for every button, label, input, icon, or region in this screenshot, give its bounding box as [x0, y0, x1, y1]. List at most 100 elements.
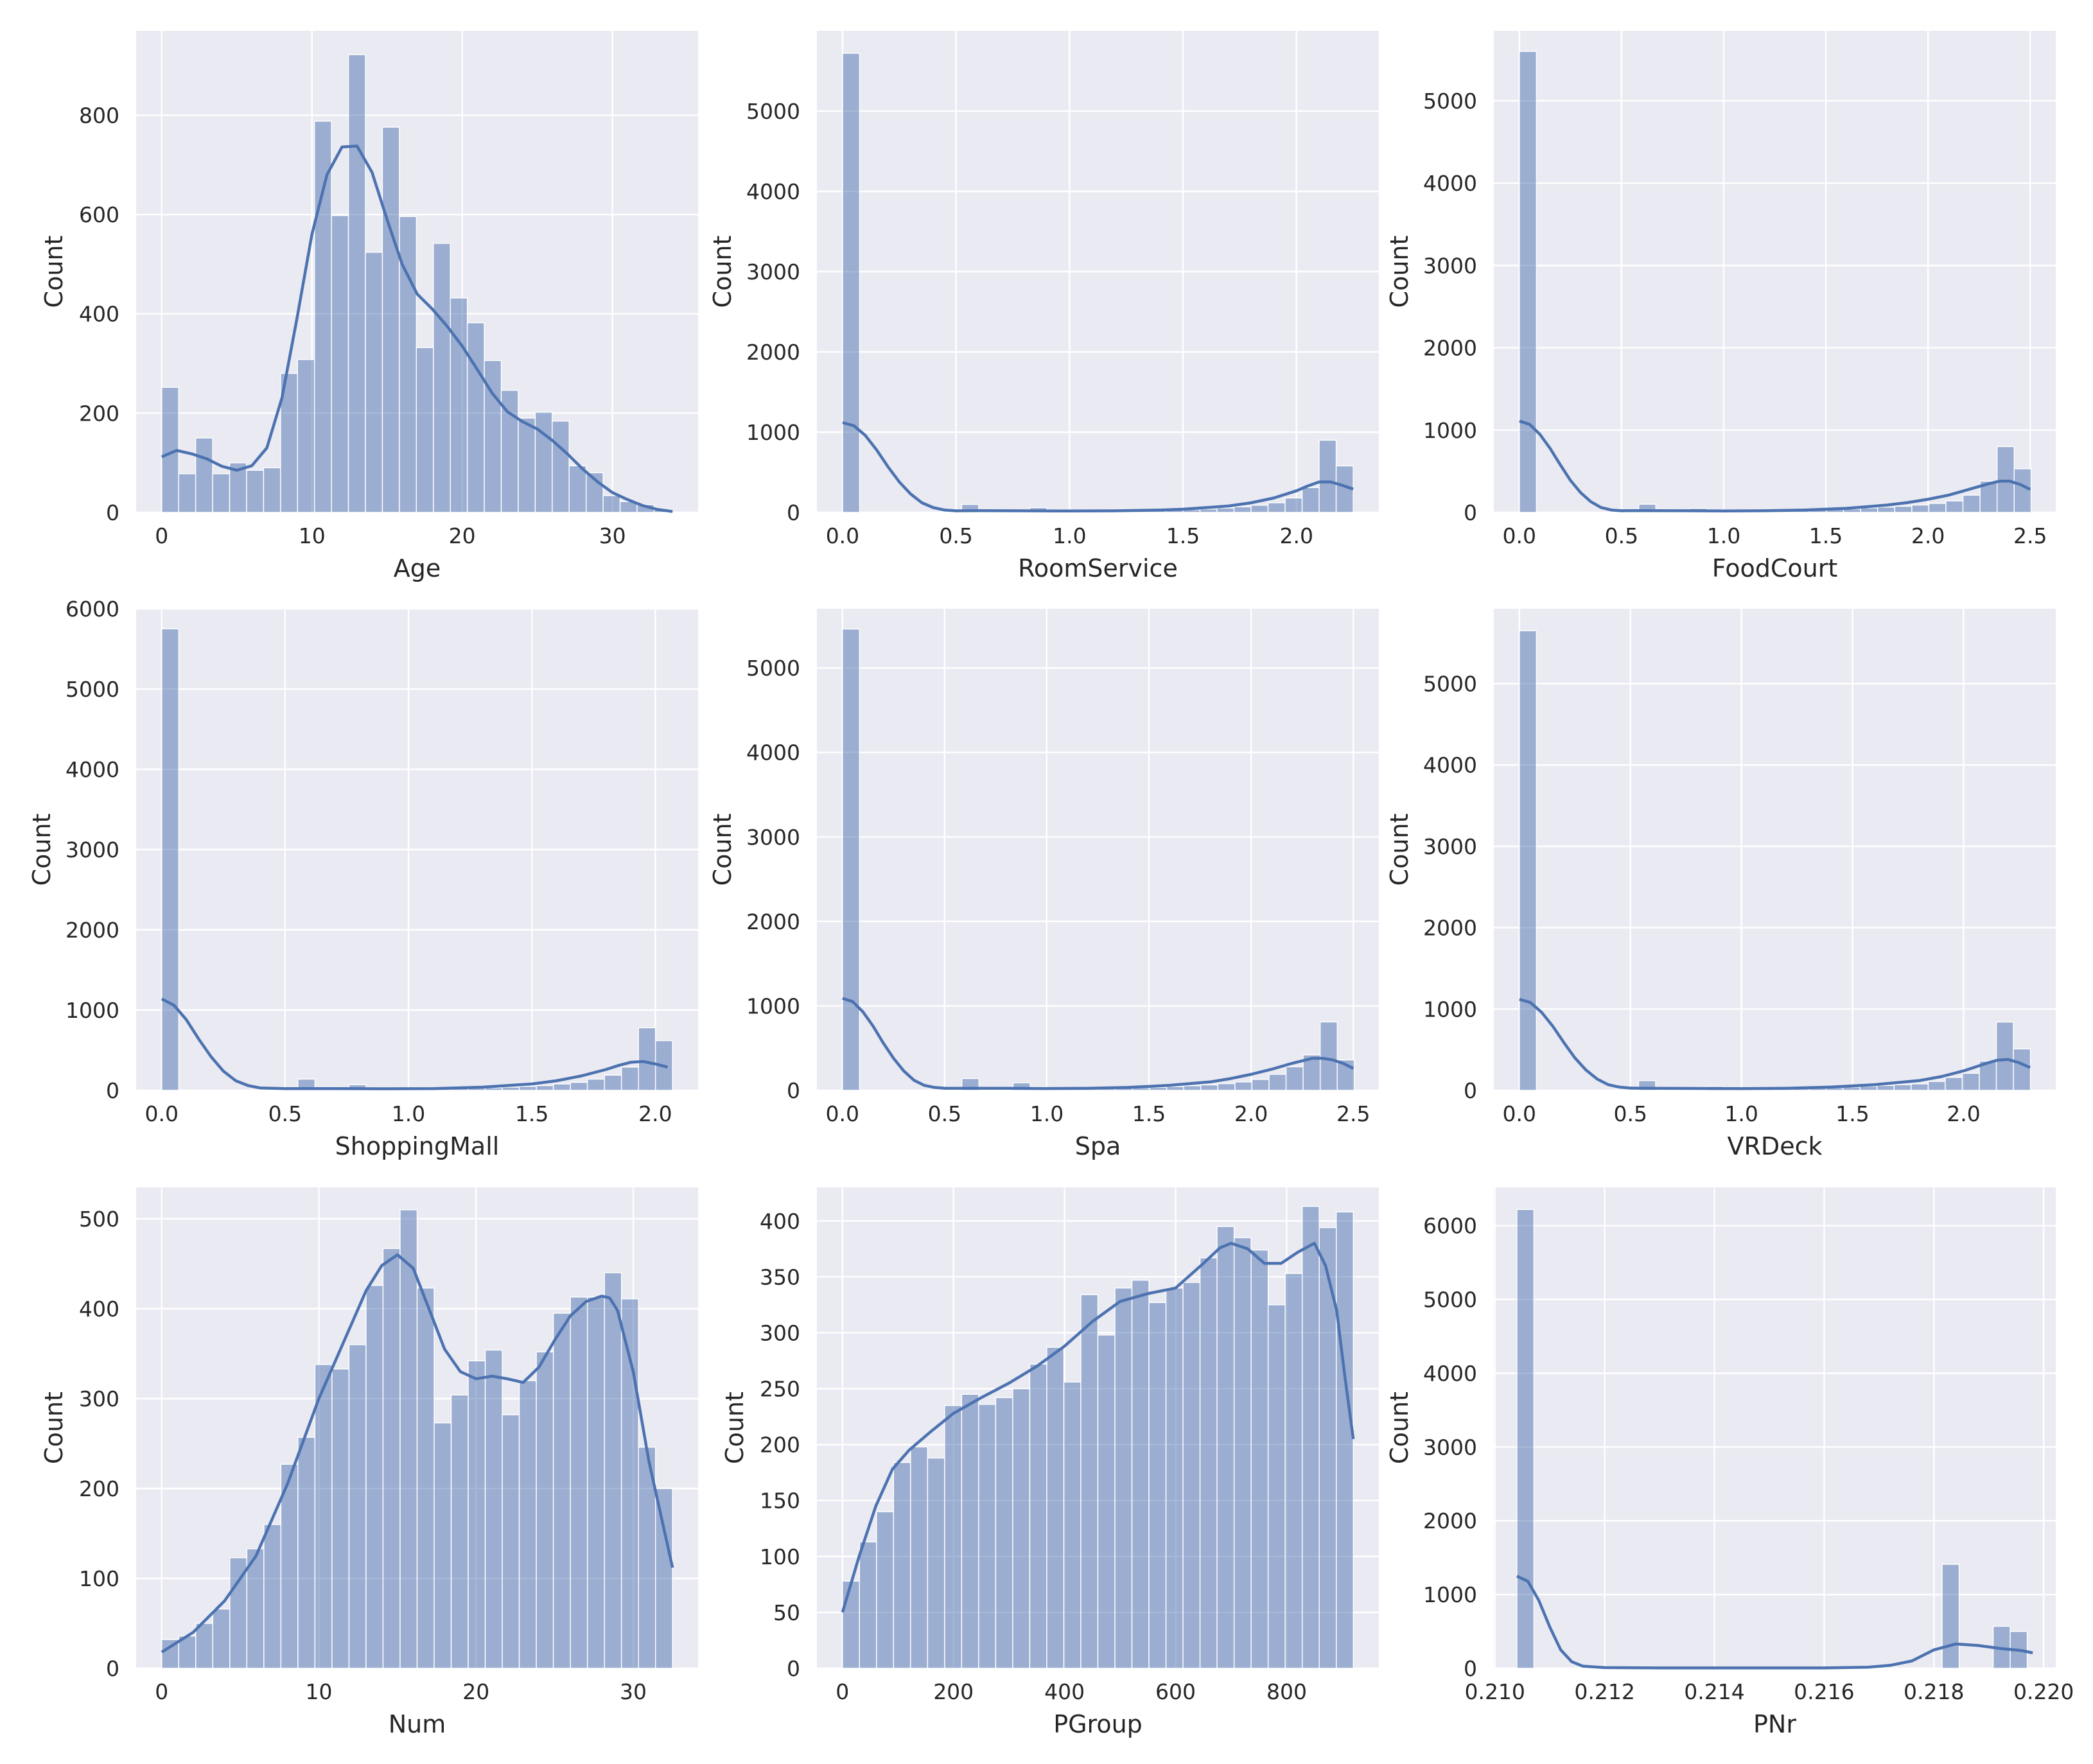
histogram-bar [331, 214, 349, 513]
histogram-bar [1911, 1083, 1929, 1091]
histogram-bar [518, 1086, 537, 1091]
histogram-bar [1233, 1237, 1252, 1669]
histogram-bar [1250, 505, 1269, 513]
y-tick-label-2000: 2000 [746, 340, 800, 365]
histogram-bar [1859, 1085, 1878, 1091]
histogram-bar [944, 1404, 963, 1669]
histogram-bar [2013, 468, 2032, 513]
y-tick-label-5000: 5000 [1423, 672, 1477, 697]
histogram-bar [314, 1364, 333, 1669]
histogram-bar [859, 1541, 877, 1669]
histogram-bar [1046, 1347, 1065, 1669]
histogram-bar [961, 1393, 979, 1669]
y-tick-label-400: 400 [760, 1209, 800, 1234]
histogram-bar [1149, 1087, 1168, 1091]
histogram-bar [1945, 500, 1964, 513]
x-axis-label: VRDeck [1728, 1132, 1823, 1160]
kde-curve [842, 997, 1354, 1090]
kde-curve [1519, 419, 2031, 512]
histogram-bar [1860, 507, 1878, 513]
y-tick-label-500: 500 [79, 1207, 119, 1232]
y-tick-label-0: 0 [106, 1656, 119, 1681]
histogram-bar [297, 359, 315, 513]
histogram-bar [1199, 1257, 1218, 1669]
kde-curve [161, 1253, 674, 1654]
histogram-bar [212, 1608, 231, 1669]
y-tick-label-200: 200 [760, 1433, 800, 1458]
histogram-bar [1097, 1334, 1116, 1669]
bars [161, 1209, 673, 1669]
y-tick-label-350: 350 [760, 1264, 800, 1289]
histogram-bar [1233, 506, 1252, 513]
x-tick-label-0-0: 0.0 [826, 523, 859, 548]
x-tick-label-0-0: 0.0 [1503, 523, 1536, 548]
histogram-bar [416, 1288, 435, 1669]
bars [161, 54, 672, 513]
histogram-panel-9: 0.210 0.212 0.214 0.216 0.218 0.220 0 1000 2000 3… [1385, 1187, 2074, 1738]
x-axis-label: PNr [1753, 1710, 1796, 1738]
y-tick-label-2000: 2000 [746, 909, 800, 934]
histogram-bar [195, 437, 213, 513]
x-tick-label-0-216: 0.216 [1794, 1679, 1854, 1704]
x-tick-label-0-220: 0.220 [2013, 1679, 2074, 1704]
histogram-panel-3: 0.0 0.5 1.0 1.5 2.0 2.5 0 1000 2000 3000 4000 5000 F… [1385, 31, 2056, 582]
y-axis-label: Count [1385, 1392, 1414, 1464]
y-tick-label-1000: 1000 [1423, 418, 1477, 443]
x-tick-label-0-5: 0.5 [1613, 1101, 1647, 1126]
histogram-bar [534, 412, 553, 513]
histogram-bar [842, 1580, 860, 1669]
histogram-bar [484, 1349, 503, 1669]
y-tick-label-3000: 3000 [66, 837, 119, 862]
histogram-bar [433, 243, 451, 513]
histogram-bar [552, 421, 570, 513]
histogram-bar [1182, 1282, 1201, 1669]
kde-curve [161, 144, 673, 513]
bars [1519, 630, 2031, 1091]
y-tick-label-150: 150 [760, 1489, 800, 1514]
y-tick-label-4000: 4000 [746, 740, 800, 765]
x-tick-label-0: 0 [155, 1679, 168, 1704]
histogram-bar [1268, 1074, 1287, 1091]
histogram-bar [1927, 1081, 1946, 1091]
y-tick-label-0: 0 [1464, 1078, 1477, 1103]
histogram-bar [263, 1524, 282, 1669]
histogram-bar [399, 1209, 418, 1669]
x-axis-label: FoodCourt [1712, 554, 1838, 582]
y-tick-label-1000: 1000 [746, 993, 800, 1018]
histogram-bar [1029, 1363, 1047, 1669]
histogram-bar [995, 1397, 1013, 1669]
histogram-bar [1893, 1084, 1912, 1091]
plot-area [817, 609, 1379, 1090]
y-tick-label-4000: 4000 [1423, 753, 1477, 778]
histogram-bar [382, 1248, 401, 1669]
histogram-bar [655, 1488, 673, 1669]
y-axis-label: Count [721, 1392, 749, 1464]
x-tick-label-2-0: 2.0 [1234, 1101, 1268, 1126]
kde-curve [841, 1241, 1355, 1613]
histogram-bar [552, 1313, 571, 1669]
histogram-bar [500, 390, 519, 513]
x-tick-label-200: 200 [933, 1679, 974, 1704]
histogram-bar [1318, 439, 1337, 513]
x-axis-label: Num [389, 1710, 446, 1738]
x-tick-label-0-5: 0.5 [1605, 523, 1638, 548]
x-tick-label-800: 800 [1266, 1679, 1307, 1704]
y-tick-label-200: 200 [79, 1476, 119, 1501]
y-axis-label: Count [40, 236, 68, 308]
histogram-bar [1301, 1205, 1320, 1669]
histogram-bar [1962, 494, 1981, 513]
histogram-bar [297, 1437, 316, 1669]
histogram-bar [604, 1074, 622, 1091]
x-tick-label-30: 30 [620, 1679, 647, 1704]
x-tick-label-2-0: 2.0 [1279, 523, 1313, 548]
histogram-bar [568, 465, 587, 513]
histogram-bar [348, 1344, 367, 1669]
x-tick-label-0-0: 0.0 [1503, 1101, 1536, 1126]
x-tick-label-1-0: 1.0 [1707, 523, 1740, 548]
y-tick-label-0: 0 [1464, 1656, 1477, 1681]
histogram-bar [620, 1067, 639, 1091]
histogram-bar [1250, 1249, 1269, 1669]
